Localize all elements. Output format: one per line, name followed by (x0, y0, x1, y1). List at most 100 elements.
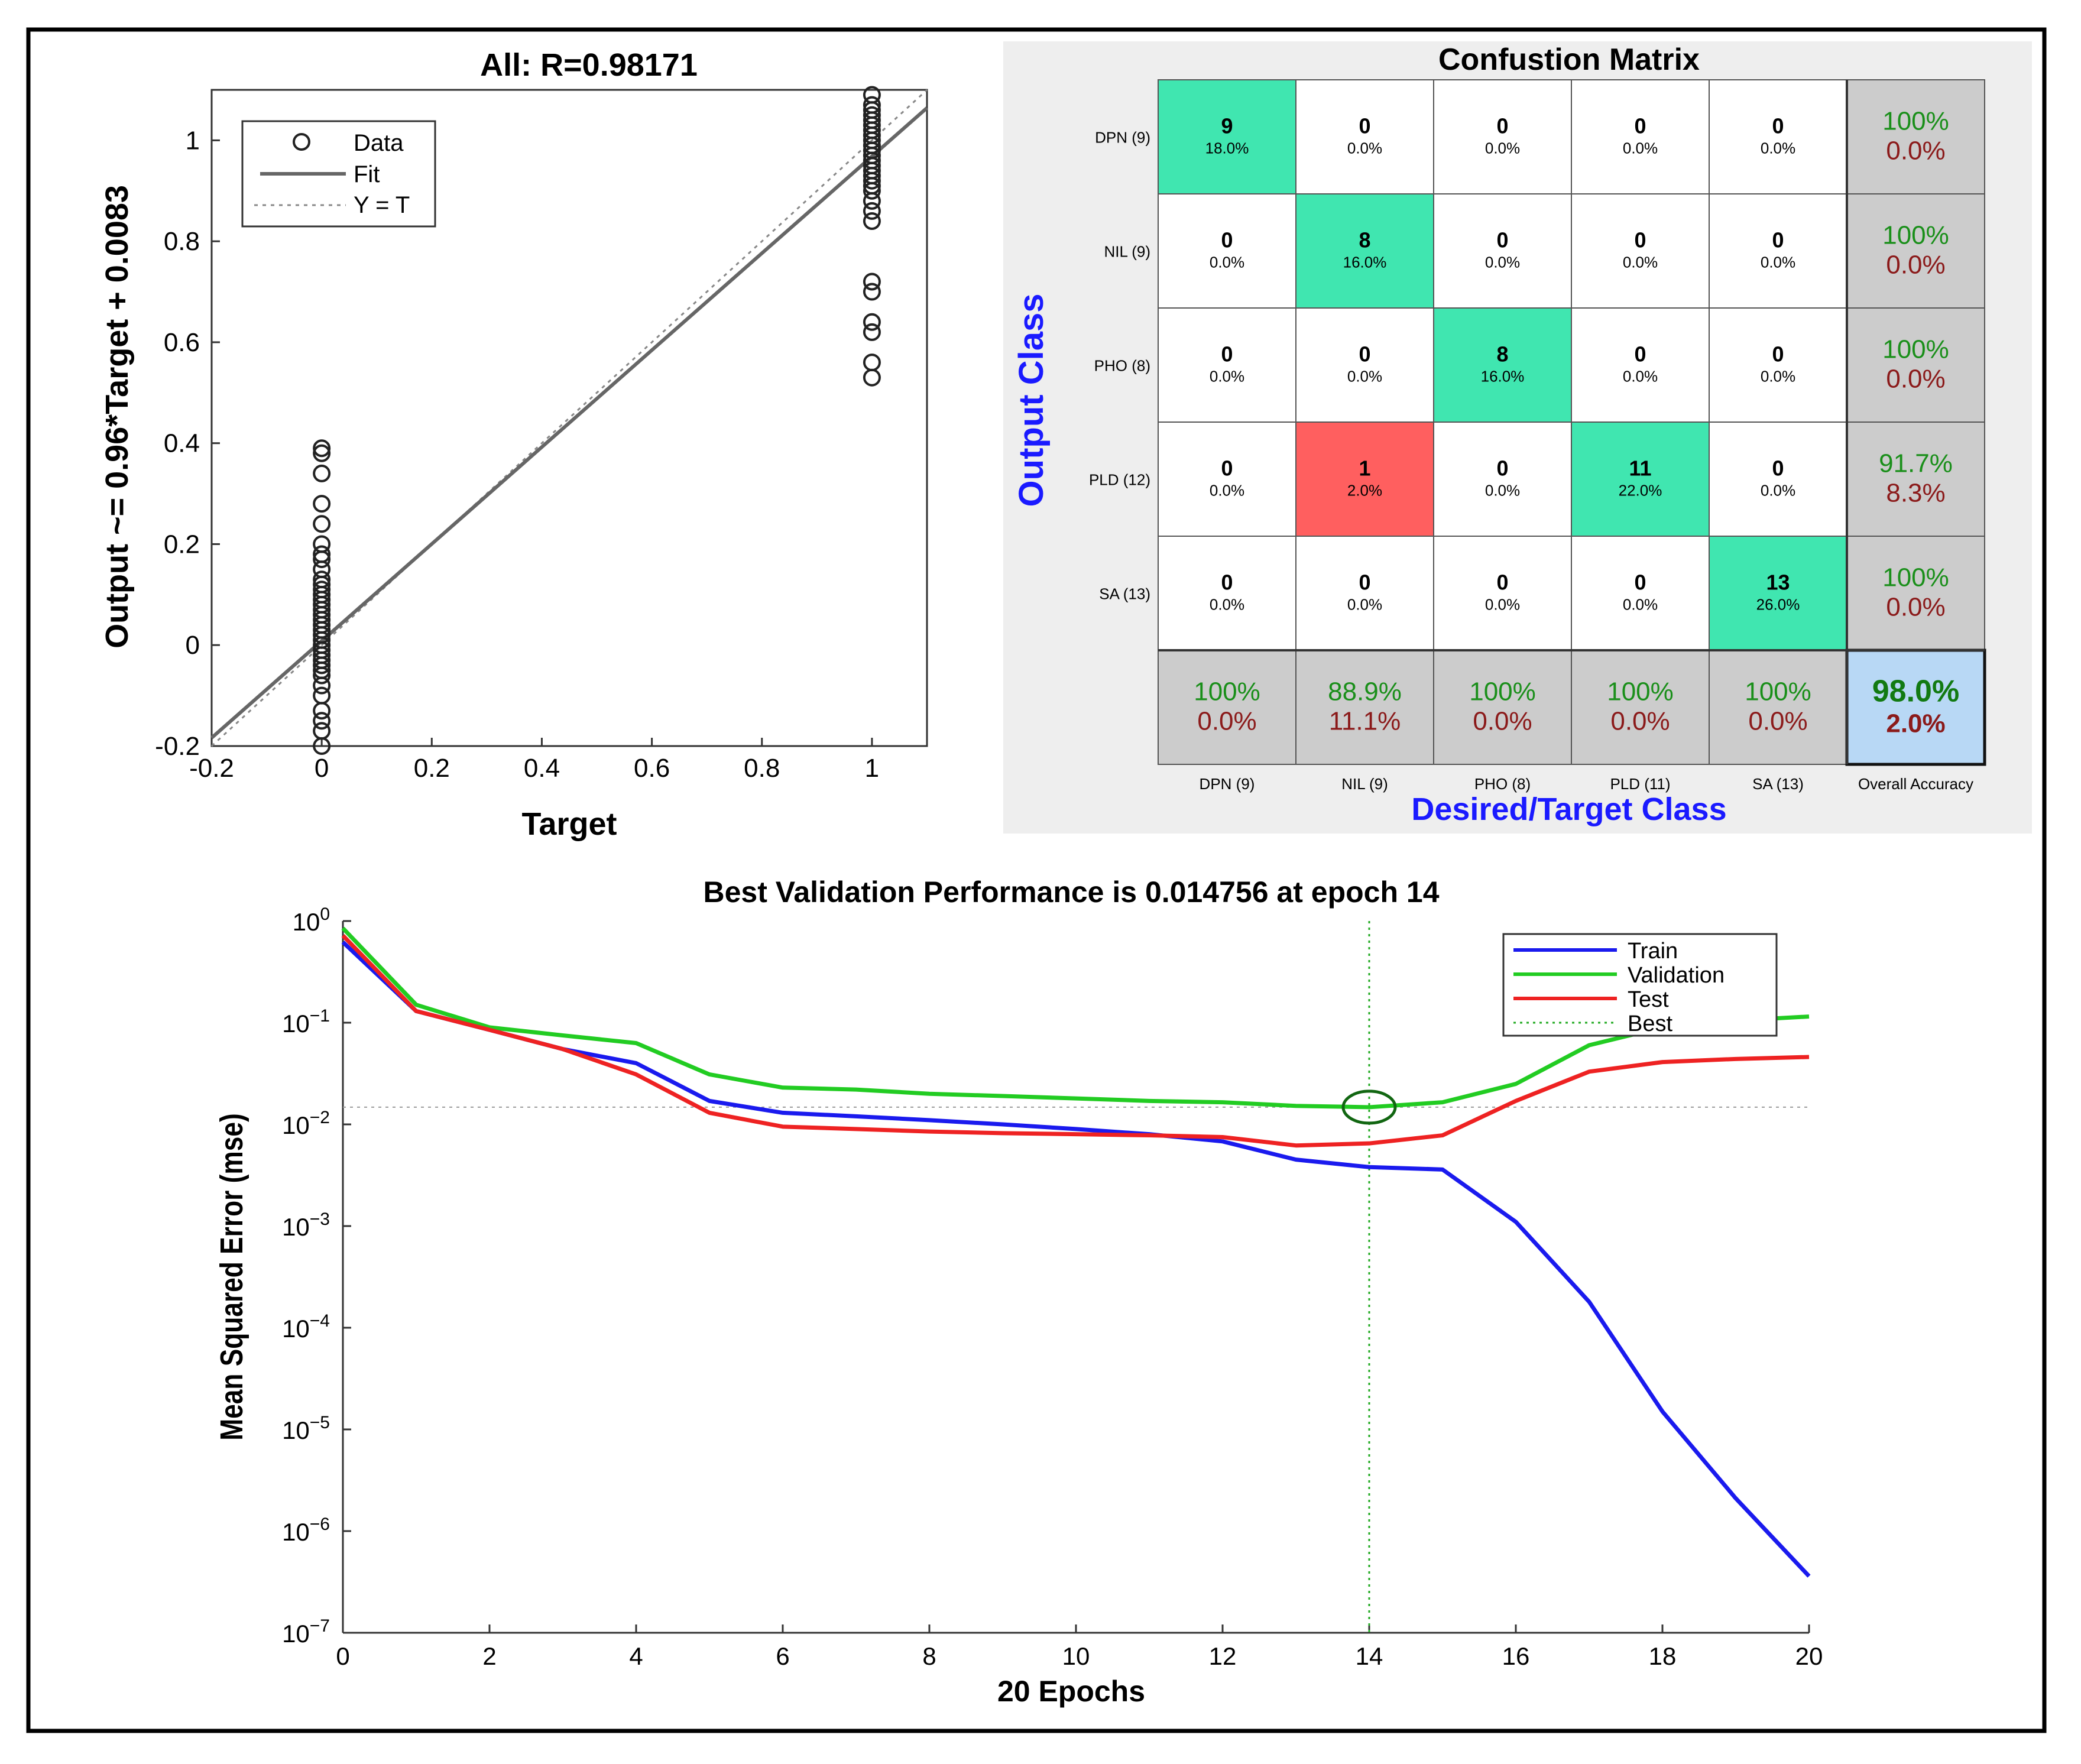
matrix-cell (1295, 421, 1434, 537)
cell-percent: 0.0% (1210, 254, 1244, 271)
row-accuracy: 100% (1882, 221, 1949, 250)
matrix-cell (1433, 79, 1572, 194)
row-label: PHO (8) (1094, 357, 1150, 375)
data-point (863, 323, 881, 341)
cell-count: 1 (1359, 456, 1370, 481)
x-tick-label: 10 (1062, 1642, 1090, 1670)
cell-count: 8 (1496, 342, 1508, 367)
data-point (313, 656, 331, 675)
performance-xlabel: 20 Epochs (997, 1675, 1145, 1708)
x-tick-label: 0.4 (524, 754, 560, 783)
data-point (313, 702, 331, 720)
matrix-cell (1571, 421, 1710, 537)
cell-percent: 0.0% (1761, 140, 1795, 157)
confusion-cells: DPN (9) 918.0%00.0%00.0%00.0%00.0%100%0.0… (1089, 79, 1986, 793)
x-tick-label: 2 (482, 1642, 496, 1670)
cell-count: 0 (1634, 114, 1646, 138)
cell-count: 9 (1221, 114, 1233, 138)
regression-title: All: R=0.98171 (480, 47, 698, 83)
row-error: 0.0% (1886, 593, 1945, 622)
x-tick-label: 20 (1795, 1642, 1823, 1670)
row-accuracy: 100% (1882, 563, 1949, 592)
matrix-cell (1571, 79, 1710, 194)
x-tick-label: 0.6 (634, 754, 670, 783)
regression-legend: Data Fit Y = T (241, 120, 436, 228)
row-error: 0.0% (1886, 137, 1945, 166)
x-tick-label: -0.2 (189, 754, 234, 783)
y-tick-label: 0.8 (164, 227, 200, 256)
cell-count: 0 (1496, 456, 1508, 481)
data-point (863, 313, 881, 331)
data-point (313, 515, 331, 533)
x-tick-label: 0 (336, 1642, 349, 1670)
column-label: Overall Accuracy (1858, 775, 1973, 793)
cell-percent: 16.0% (1481, 368, 1525, 385)
confusion-matrix: Confustion Matrix DPN (9) 918.0%00.0%00.0… (1003, 41, 2032, 834)
y-tick-label: -0.2 (155, 732, 200, 761)
x-tick-label: 14 (1356, 1642, 1383, 1670)
y-tick-label: 10−3 (282, 1209, 330, 1241)
data-point (863, 181, 881, 200)
regression-ticks: -0.2 0 0.2 0.4 0.6 0.8 1 -0.2 0 0.2 0.4 0.6 0.8 1 (155, 126, 879, 783)
row-summary-cell (1846, 193, 1985, 309)
series-validation-line (341, 926, 1810, 1110)
data-point (863, 171, 881, 190)
matrix-cell (1571, 307, 1710, 423)
performance-lines (341, 926, 1811, 1578)
data-point (863, 283, 881, 301)
row-summary-cell (1846, 307, 1985, 423)
row-label: NIL (9) (1104, 243, 1151, 261)
row-error: 8.3% (1886, 479, 1945, 508)
row-summary-cell (1846, 536, 1985, 651)
cell-count: 0 (1221, 456, 1233, 481)
row-error: 0.0% (1886, 251, 1945, 280)
matrix-cell (1433, 193, 1572, 309)
matrix-cell (1709, 307, 1847, 423)
cell-count: 0 (1359, 114, 1370, 138)
performance-plot: Best Validation Performance is 0.014756 … (214, 875, 1823, 1708)
column-label: SA (13) (1752, 775, 1804, 793)
col-summary-cell (1295, 650, 1434, 765)
cell-count: 0 (1634, 228, 1646, 252)
data-point (313, 676, 331, 695)
cell-percent: 2.0% (1347, 482, 1382, 500)
row-accuracy: 100% (1882, 335, 1949, 364)
legend-best-label: Best (1628, 1011, 1672, 1036)
series-test-line (341, 934, 1810, 1148)
output-class-label: Output Class (1012, 294, 1051, 507)
x-tick-label: 8 (922, 1642, 936, 1670)
row-summary-cell (1846, 421, 1985, 537)
regression-xlabel: Target (521, 806, 617, 842)
col-error: 0.0% (1197, 707, 1256, 736)
performance-title: Best Validation Performance is 0.014756 … (703, 875, 1439, 909)
cell-count: 11 (1629, 456, 1651, 481)
cell-percent: 0.0% (1623, 596, 1658, 614)
matrix-cell (1709, 536, 1847, 651)
cell-count: 0 (1772, 114, 1784, 138)
matrix-cell (1295, 307, 1434, 423)
matrix-cell (1709, 193, 1847, 309)
col-error: 11.1% (1329, 707, 1401, 736)
data-point (313, 737, 331, 755)
y-tick-label: 100 (293, 904, 330, 936)
data-points (313, 86, 881, 755)
y-tick-label: 10−1 (282, 1006, 330, 1037)
col-error: 0.0% (1473, 707, 1532, 736)
data-point (313, 439, 331, 458)
x-tick-label: 0.2 (414, 754, 450, 783)
x-tick-label: 1 (865, 754, 879, 783)
col-accuracy: 100% (1194, 677, 1260, 706)
row-accuracy: 91.7% (1879, 449, 1953, 478)
column-label: NIL (9) (1341, 775, 1388, 793)
overall-error: 2.0% (1886, 709, 1945, 738)
row-label: PLD (12) (1089, 471, 1150, 489)
row-error: 0.0% (1886, 365, 1945, 394)
performance-ticks: 0 2 4 6 8 10 12 14 16 18 20 100 10−1 10−2 10−3 10−4 10−5… (282, 904, 1823, 1670)
cell-count: 0 (1634, 342, 1646, 367)
matrix-cell (1433, 536, 1572, 651)
cell-percent: 16.0% (1343, 254, 1387, 271)
legend-test-label: Test (1628, 987, 1669, 1012)
column-label: PLD (11) (1610, 775, 1670, 793)
overall-cell (1845, 648, 1986, 766)
